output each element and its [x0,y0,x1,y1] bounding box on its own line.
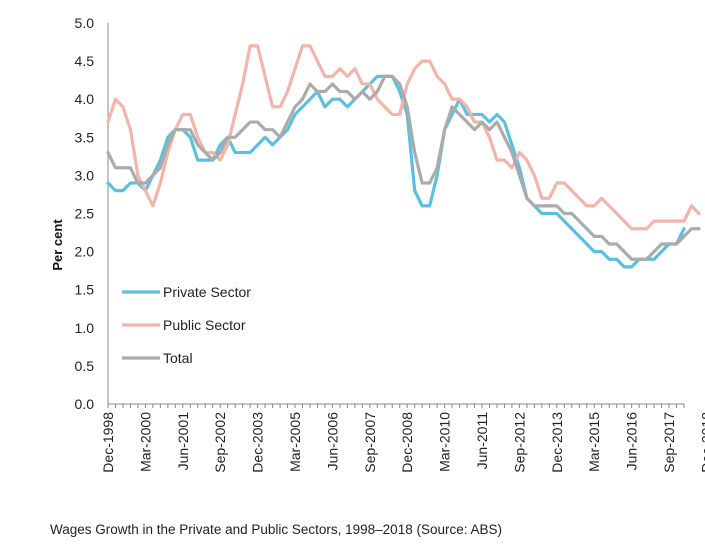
x-tick-label: Sep-2002 [212,412,228,473]
series-lines [106,44,701,269]
x-tick-label: Dec-2013 [549,412,565,473]
y-tick-label: 0.0 [75,396,95,412]
figure-caption: Wages Growth in the Private and Public S… [50,522,502,537]
y-tick-label: 0.5 [75,358,95,374]
series-line-private-sector [106,74,686,269]
y-tick-label: 3.0 [75,167,95,183]
x-tick-label: Sep-2017 [661,412,677,473]
legend-label: Private Sector [163,284,251,300]
y-tick-label: 1.0 [75,320,95,336]
x-tick-label: Mar-2010 [437,412,453,472]
series-line-total [106,74,701,261]
series-line-public-sector [106,44,701,231]
x-tick-label: Mar-2015 [586,412,602,472]
x-tick-label: Jun-2001 [175,412,191,471]
y-tick-label: 5.0 [75,15,95,31]
x-tick-label: Jun-2006 [324,412,340,471]
y-tick-label: 2.0 [75,244,95,260]
x-tick-label: Jun-2016 [624,412,640,471]
y-tick-label: 4.0 [75,91,95,107]
legend-label: Total [163,350,193,366]
x-axis: Dec-1998 Mar-2000 Jun-2001 Sep-2002 Dec-2003… [100,403,705,473]
x-tick-label: Mar-2005 [287,412,303,472]
x-tick-label: Dec-1998 [100,412,116,473]
y-tick-label: 2.5 [75,206,95,222]
line-chart: 0.0 0.5 1.0 1.5 2.0 2.5 3.0 3.5 4.0 4.5 5.0 Dec-19… [50,15,705,473]
x-tick-label: Dec-2018 [698,412,705,473]
x-tick-label: Jun-2011 [474,412,490,470]
y-tick-label: 4.5 [75,53,95,69]
x-tick-label: Dec-2008 [399,412,415,473]
y-axis: 0.0 0.5 1.0 1.5 2.0 2.5 3.0 3.5 4.0 4.5 5.0 [75,15,109,412]
y-tick-label: 1.5 [75,282,95,298]
x-tick-label: Dec-2003 [250,412,266,473]
x-tick-label: Sep-2007 [362,412,378,473]
legend: Private Sector Public Sector Total [122,284,251,366]
x-tick-label: Sep-2012 [511,412,527,473]
x-tick-label: Mar-2000 [137,412,153,472]
y-tick-label: 3.5 [75,129,95,145]
legend-label: Public Sector [163,317,246,333]
y-axis-label: Per cent [50,219,65,271]
